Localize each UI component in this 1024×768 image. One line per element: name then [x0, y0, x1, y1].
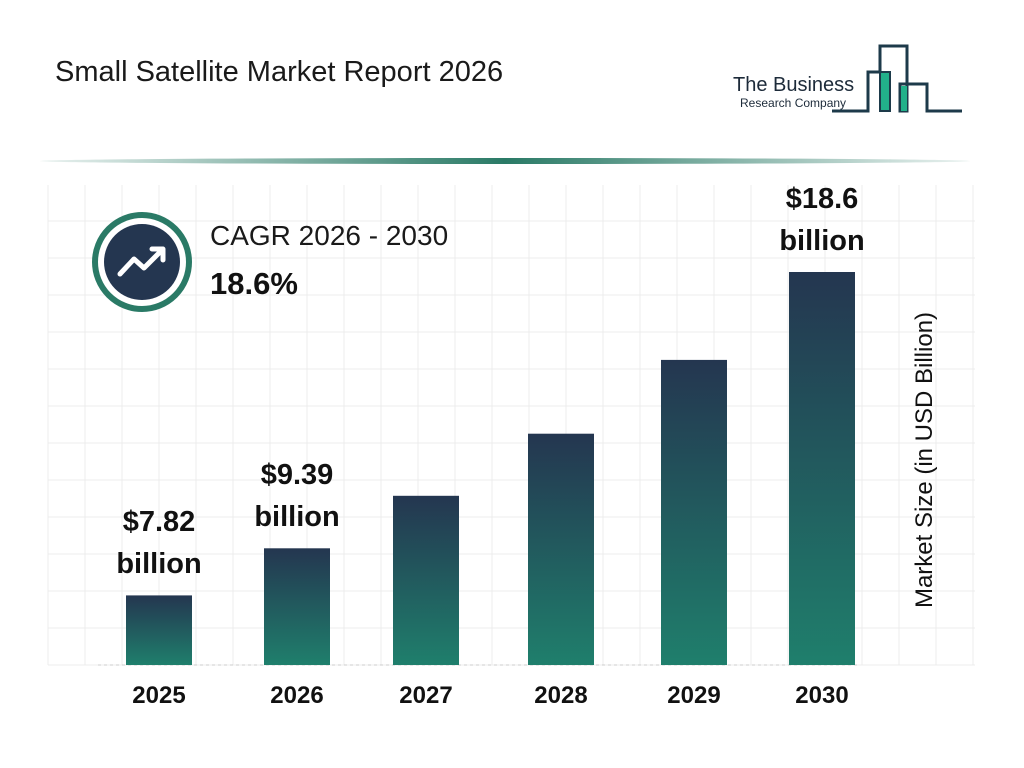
data-label-line: $18.6 [785, 183, 859, 215]
logo-buildings-icon [832, 44, 962, 113]
logo-text-2: Research Company [740, 96, 847, 110]
cagr-label: CAGR 2026 - 2030 [210, 220, 449, 251]
bar-2025 [126, 595, 192, 665]
x-tick-label: 2028 [534, 682, 588, 709]
page-title: Small Satellite Market Report 2026 [55, 56, 504, 88]
logo-text-1: The Business [733, 74, 855, 96]
bar-2027 [393, 495, 459, 665]
x-tick-label: 2030 [795, 682, 849, 709]
bar-2029 [661, 359, 727, 665]
x-tick-label: 2025 [132, 682, 186, 709]
bar-2030 [789, 272, 855, 665]
data-label: $7.82 billion [116, 501, 201, 585]
data-label-line: billion [779, 225, 865, 257]
x-tick-label: 2027 [399, 682, 453, 709]
company-logo: The Business Research Company [720, 40, 970, 120]
bar-2026 [264, 548, 330, 665]
data-label-line: $7.82 [122, 506, 196, 539]
x-tick-label: 2029 [667, 682, 721, 709]
x-tick-label: 2026 [270, 682, 324, 709]
data-label-line: billion [116, 548, 202, 581]
data-label: $9.39 billion [254, 454, 339, 538]
trending-up-icon [92, 212, 192, 312]
cagr-value: 18.6% [210, 266, 298, 301]
y-axis-label: Market Size (in USD Billion) [911, 311, 938, 609]
data-label-line: billion [254, 501, 340, 534]
data-label-line: $9.39 [260, 459, 334, 492]
header-divider [40, 158, 970, 164]
bar-2028 [528, 433, 594, 665]
data-label: $18.6 billion [779, 178, 864, 262]
